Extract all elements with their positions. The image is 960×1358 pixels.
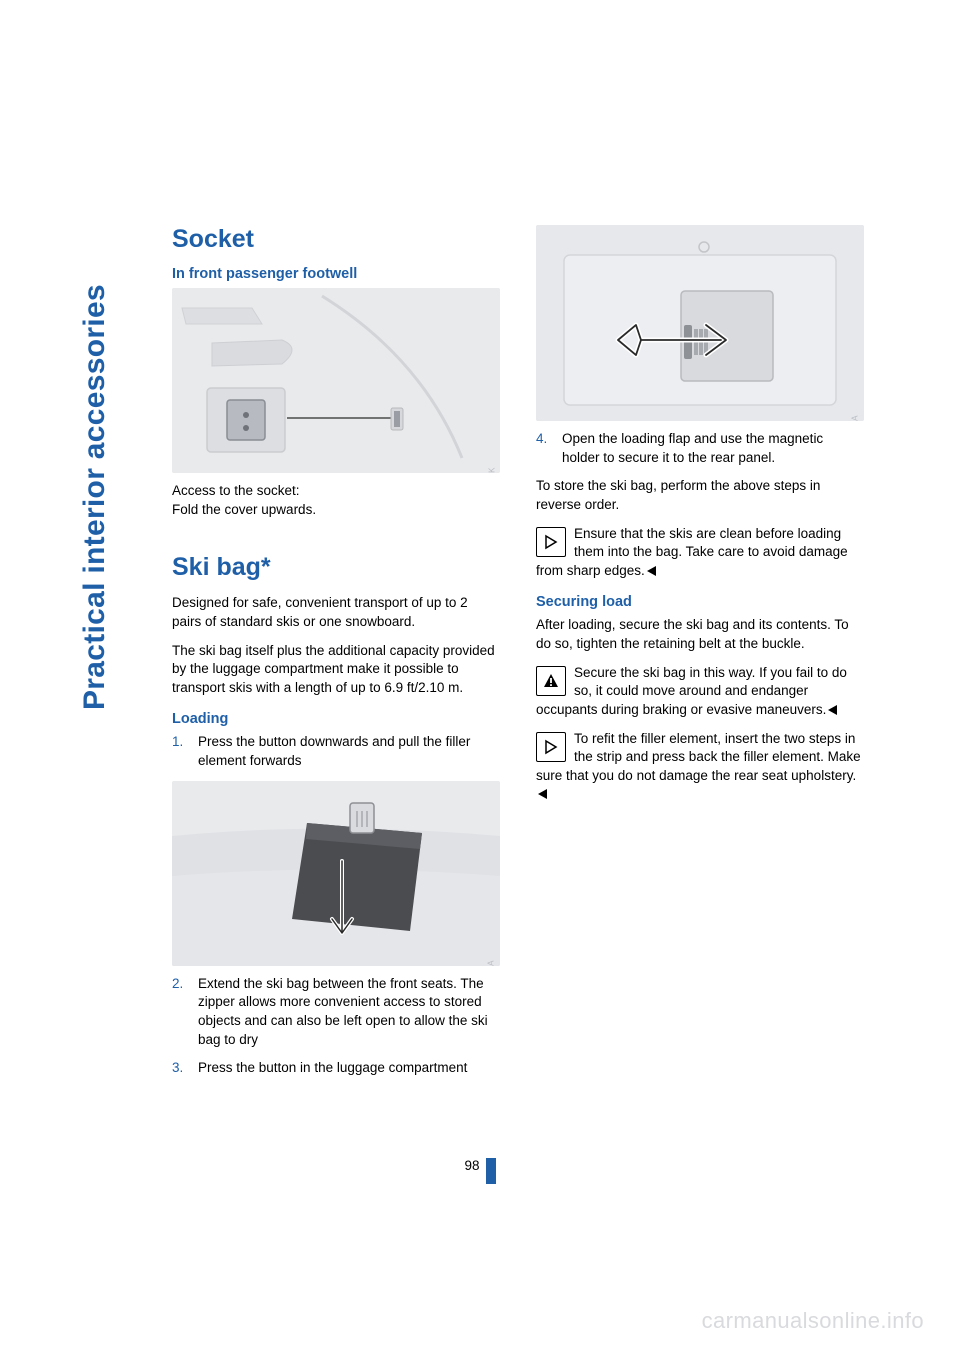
- figure-label: M93451GMA: [487, 960, 496, 966]
- text-access-socket: Access to the socket:: [172, 482, 500, 501]
- side-section-title: Practical interior accessories: [78, 284, 112, 710]
- step-1: Press the button downwards and pull the …: [172, 733, 500, 770]
- left-column: Socket In front passenger footwell: [172, 225, 500, 1088]
- info-icon: [536, 732, 566, 762]
- warning-note-secure: Secure the ski bag in this way. If you f…: [536, 664, 864, 720]
- content-columns: Socket In front passenger footwell: [172, 225, 872, 1088]
- page-number-block: 98: [0, 1158, 960, 1184]
- subheading-footwell: In front passenger footwell: [172, 266, 500, 282]
- info-icon: [536, 527, 566, 557]
- text-skibag-para2: The ski bag itself plus the additional c…: [172, 642, 500, 698]
- right-column: M93452GMA Open the loading flap and use …: [536, 225, 864, 1088]
- figure-socket-footwell: M93450GK: [172, 288, 500, 473]
- steps-list-loading-2: Extend the ski bag between the front sea…: [172, 975, 500, 1078]
- step-3: Press the button in the luggage compartm…: [172, 1059, 500, 1078]
- page: Practical interior accessories Socket In…: [0, 0, 960, 1358]
- step-4: Open the loading flap and use the magnet…: [536, 430, 864, 467]
- info-note-clean-skis: Ensure that the skis are clean before lo…: [536, 525, 864, 581]
- warning-text: Secure the ski bag in this way. If you f…: [536, 665, 847, 717]
- subheading-loading: Loading: [172, 711, 500, 727]
- info-note-refit: To refit the filler element, insert the …: [536, 730, 864, 805]
- end-mark-icon: [828, 705, 837, 715]
- source-watermark: carmanualsonline.info: [702, 1308, 924, 1334]
- text-fold-cover: Fold the cover upwards.: [172, 501, 500, 520]
- subheading-securing-load: Securing load: [536, 594, 864, 610]
- end-mark-icon: [538, 789, 547, 799]
- step-2: Extend the ski bag between the front sea…: [172, 975, 500, 1050]
- steps-list-loading-1: Press the button downwards and pull the …: [172, 733, 500, 770]
- text-store-reverse: To store the ski bag, perform the above …: [536, 477, 864, 514]
- note-text: To refit the filler element, insert the …: [536, 731, 861, 783]
- figure-label: M93452GMA: [851, 415, 860, 421]
- page-bar-icon: [486, 1158, 496, 1184]
- heading-socket: Socket: [172, 225, 500, 254]
- figure-luggage-flap: M93452GMA: [536, 225, 864, 421]
- figure-label: M93450GK: [487, 467, 496, 473]
- heading-skibag: Ski bag*: [172, 553, 500, 582]
- figure-skibag-filler: M93451GMA: [172, 781, 500, 966]
- text-securing-para: After loading, secure the ski bag and it…: [536, 616, 864, 653]
- steps-list-loading-4: Open the loading flap and use the magnet…: [536, 430, 864, 467]
- note-text: Ensure that the skis are clean before lo…: [536, 526, 848, 578]
- text-skibag-para1: Designed for safe, convenient transport …: [172, 594, 500, 631]
- page-number: 98: [464, 1158, 479, 1173]
- end-mark-icon: [647, 566, 656, 576]
- warning-icon: [536, 666, 566, 696]
